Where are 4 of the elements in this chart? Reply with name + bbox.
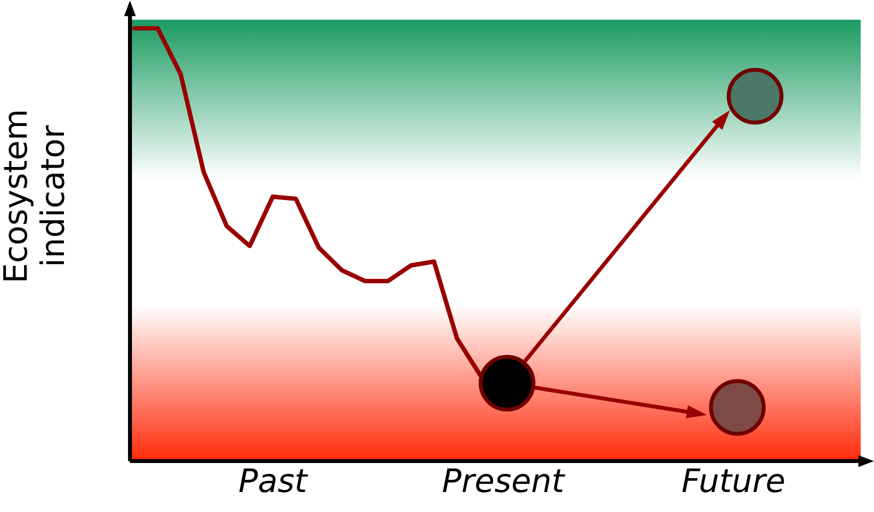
x-tick-label: Future [682,468,784,492]
y-axis-title: Ecosystem indicator [3,112,64,280]
x-tick-label: Past [239,468,308,492]
x-tick-label: Present [442,468,566,492]
